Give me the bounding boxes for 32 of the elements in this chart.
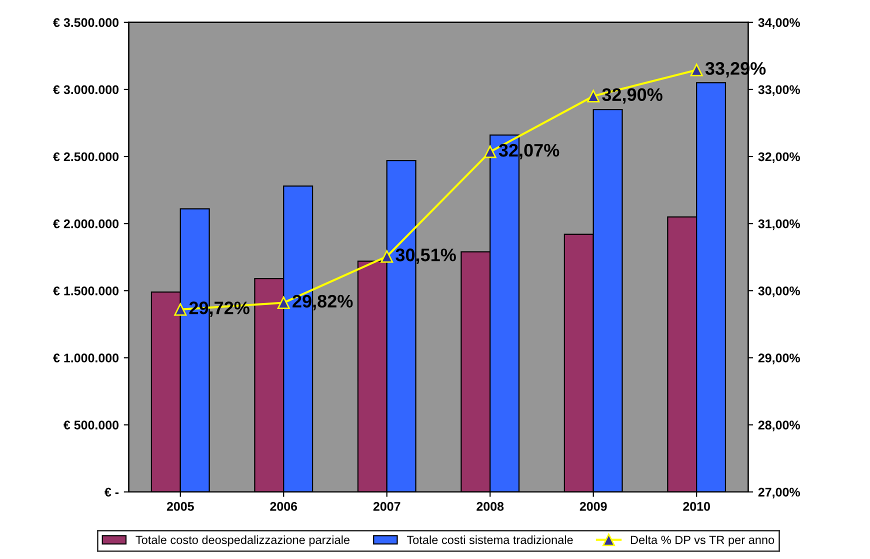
point: [174, 303, 187, 316]
x-tick-label: 2005: [166, 502, 194, 511]
y2-tick-label: 33,00%: [758, 85, 800, 96]
y-tick-label: € 2.000.000: [53, 219, 119, 228]
y-tick-label: € 1.500.000: [53, 286, 119, 296]
y-tick-label: € 500.000: [63, 420, 119, 430]
y2-tick-label: 32,00%: [758, 152, 800, 163]
y2-tick-label: 27,00%: [758, 488, 800, 498]
y-tick-label: € 3.000.000: [53, 85, 119, 94]
y2-tick-label: 29,00%: [758, 354, 800, 364]
y2-tick-label: 28,00%: [758, 420, 800, 432]
point: [587, 90, 600, 102]
point: [277, 296, 290, 310]
point: [380, 250, 394, 263]
y-tick-label: € 2.500.000: [53, 152, 119, 162]
x-tick-label: 2010: [683, 502, 710, 511]
y2-tick-label: 30,00%: [758, 286, 800, 298]
data-label: 32,90%: [602, 88, 662, 104]
point: [484, 146, 496, 158]
y-tick-label: € -: [104, 488, 119, 497]
x-tick-label: 2008: [476, 502, 504, 511]
y-tick-label: € 3.500.000: [53, 18, 119, 28]
point: [690, 64, 703, 76]
legend-label: Delta % DP vs TR per anno: [630, 535, 774, 546]
y2-tick-label: 31,00%: [758, 219, 800, 230]
legend-label: Totale costi sistema tradizionale: [406, 535, 573, 544]
y-tick-label: € 1.000.000: [53, 354, 119, 362]
legend-label: Totale costo deospedalizzazione parziale: [136, 535, 350, 546]
x-tick-label: 2006: [270, 502, 298, 511]
x-tick-label: 2007: [373, 502, 400, 511]
x-tick-label: 2009: [580, 502, 607, 511]
y2-tick-label: 34,00%: [758, 18, 800, 29]
